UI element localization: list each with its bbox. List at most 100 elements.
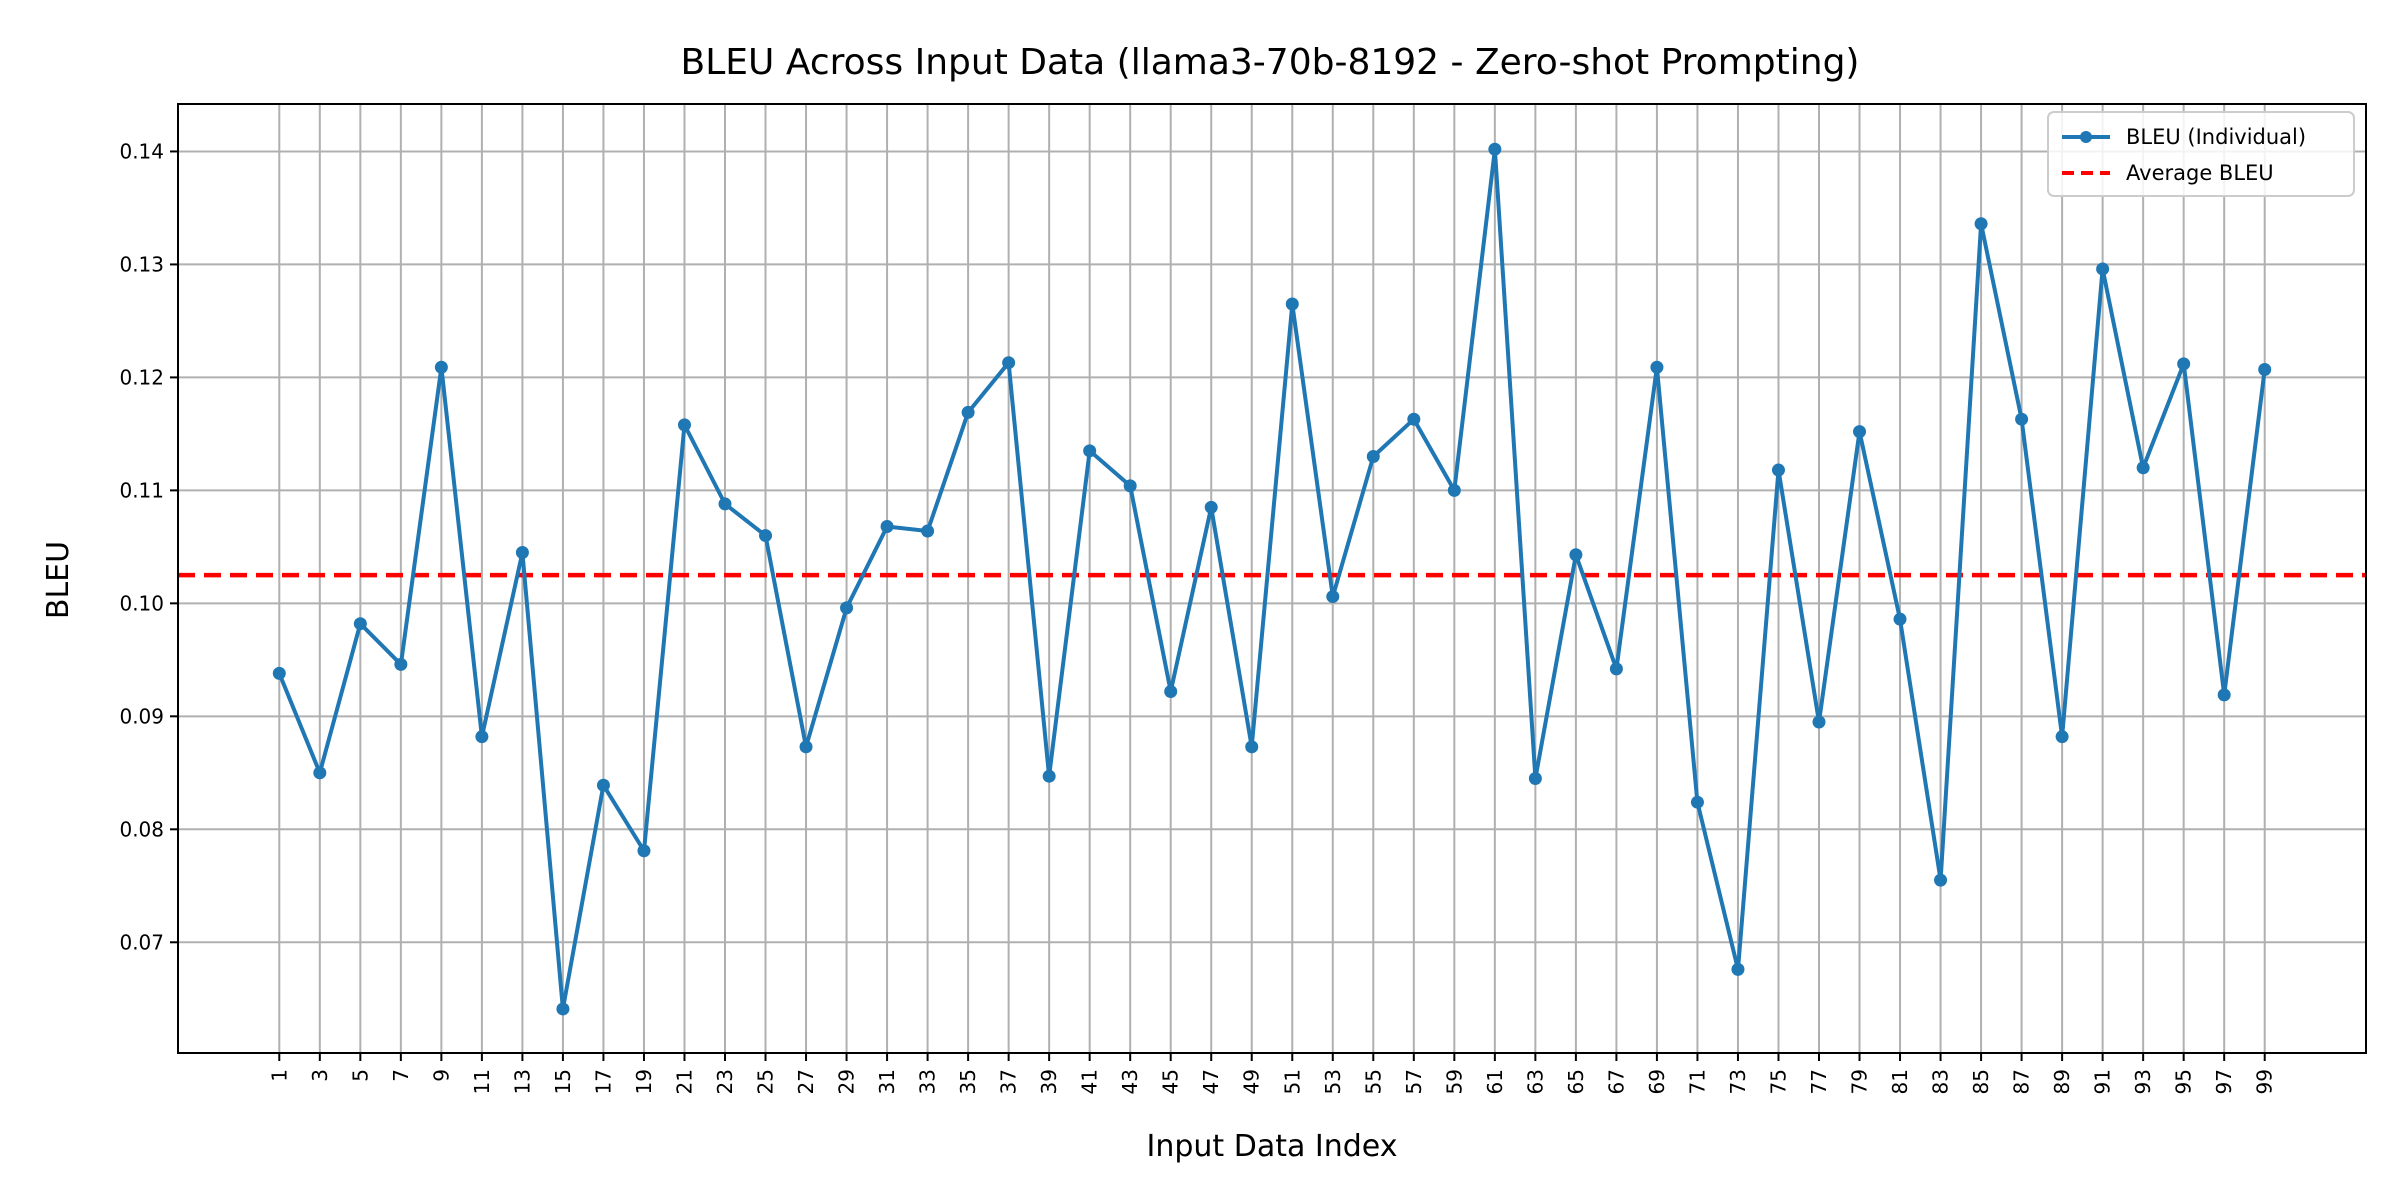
x-tick-label: 29 xyxy=(835,1069,859,1094)
bleu-data-point xyxy=(1812,715,1826,729)
x-tick-label: 81 xyxy=(1888,1069,1912,1094)
x-tick-label: 13 xyxy=(510,1069,534,1094)
bleu-data-point xyxy=(1609,662,1623,676)
x-tick-label: 99 xyxy=(2253,1069,2277,1094)
x-tick-label: 43 xyxy=(1118,1069,1142,1094)
bleu-data-point xyxy=(1853,425,1867,439)
bleu-data-point xyxy=(1245,740,1259,754)
y-tick-label: 0.09 xyxy=(119,704,164,728)
x-axis-label: Input Data Index xyxy=(1147,1129,1398,1164)
bleu-data-point xyxy=(1731,962,1745,976)
bleu-data-point xyxy=(1002,356,1016,370)
bleu-data-point xyxy=(921,524,935,538)
x-tick-label: 67 xyxy=(1604,1069,1628,1094)
grid-lines xyxy=(178,104,2366,1053)
bleu-data-point xyxy=(759,529,773,543)
x-tick-label: 83 xyxy=(1929,1069,1953,1094)
x-tick-label: 97 xyxy=(2212,1069,2236,1094)
bleu-data-point xyxy=(1650,360,1664,374)
y-tick-label: 0.10 xyxy=(119,591,164,615)
x-tick-label: 21 xyxy=(672,1069,696,1094)
bleu-data-point xyxy=(637,844,651,858)
x-tick-label: 1 xyxy=(267,1069,291,1082)
legend-label-individual: BLEU (Individual) xyxy=(2126,125,2306,149)
bleu-data-point xyxy=(677,418,691,432)
y-tick-label: 0.07 xyxy=(119,930,164,954)
bleu-data-point xyxy=(799,740,813,754)
bleu-data-point xyxy=(1164,684,1178,698)
bleu-data-point xyxy=(434,360,448,374)
y-tick-label: 0.14 xyxy=(119,139,164,163)
y-tick-label: 0.13 xyxy=(119,252,164,276)
bleu-data-point xyxy=(961,405,975,419)
x-tick-label: 95 xyxy=(2172,1069,2196,1094)
bleu-data-point xyxy=(272,666,286,680)
bleu-data-point xyxy=(1528,771,1542,785)
bleu-data-point xyxy=(1974,217,1988,231)
x-tick-label: 15 xyxy=(551,1069,575,1094)
x-tick-label: 23 xyxy=(713,1069,737,1094)
x-tick-label: 85 xyxy=(1969,1069,1993,1094)
legend-label-average: Average BLEU xyxy=(2126,161,2274,185)
bleu-data-point xyxy=(1407,412,1421,426)
x-tick-label: 69 xyxy=(1645,1069,1669,1094)
bleu-data-point xyxy=(1934,873,1948,887)
x-tick-label: 49 xyxy=(1240,1069,1264,1094)
x-tick-label: 37 xyxy=(997,1069,1021,1094)
x-tick-label: 45 xyxy=(1159,1069,1183,1094)
x-tick-label: 61 xyxy=(1483,1069,1507,1094)
x-tick-label: 79 xyxy=(1848,1069,1872,1094)
bleu-data-point xyxy=(515,546,529,560)
bleu-data-point xyxy=(556,1002,570,1016)
x-tick-label: 87 xyxy=(2010,1069,2034,1094)
x-tick-label: 17 xyxy=(591,1069,615,1094)
bleu-data-point xyxy=(2055,730,2069,744)
y-tick-label: 0.08 xyxy=(119,817,164,841)
bleu-data-point xyxy=(353,617,367,631)
x-tick-label: 3 xyxy=(308,1069,332,1082)
legend: BLEU (Individual) Average BLEU xyxy=(2047,111,2355,197)
x-tick-label: 25 xyxy=(754,1069,778,1094)
bleu-data-point xyxy=(1690,795,1704,809)
bleu-data-point xyxy=(1366,449,1380,463)
bleu-data-point xyxy=(2096,262,2110,276)
y-tick-label: 0.12 xyxy=(119,365,164,389)
bleu-data-point xyxy=(1326,590,1340,604)
bleu-data-point xyxy=(840,601,854,615)
bleu-data-point xyxy=(1083,444,1097,458)
x-tick-label: 89 xyxy=(2050,1069,2074,1094)
bleu-data-point xyxy=(596,778,610,792)
bleu-data-point xyxy=(2015,412,2029,426)
x-tick-label: 53 xyxy=(1321,1069,1345,1094)
bleu-data-point xyxy=(1893,612,1907,626)
x-tick-label: 41 xyxy=(1078,1069,1102,1094)
x-tick-label: 65 xyxy=(1564,1069,1588,1094)
bleu-data-point xyxy=(2258,362,2272,376)
x-axis-ticks: 1 3 5 7 9 11 13 15 17 19 21 23 25 27 29 31 33 35 37 39 41 43 4… xyxy=(267,1053,2277,1094)
bleu-data-point xyxy=(2136,461,2150,475)
y-tick-label: 0.11 xyxy=(119,478,164,502)
chart-title: BLEU Across Input Data (llama3-70b-8192 … xyxy=(681,42,1860,83)
bleu-data-point xyxy=(880,520,894,534)
legend-marker-individual xyxy=(2080,131,2092,143)
x-tick-label: 47 xyxy=(1199,1069,1223,1094)
bleu-data-point xyxy=(2217,688,2231,702)
x-tick-label: 27 xyxy=(794,1069,818,1094)
bleu-individual-line xyxy=(277,147,2267,1011)
y-axis-ticks: 0.07 0.08 0.09 0.10 0.11 0.12 0.13 0.14 xyxy=(119,139,178,954)
x-tick-label: 59 xyxy=(1442,1069,1466,1094)
x-tick-label: 5 xyxy=(348,1069,372,1082)
bleu-data-point xyxy=(718,497,732,511)
x-tick-label: 31 xyxy=(875,1069,899,1094)
plot-frame xyxy=(177,103,2367,1054)
bleu-data-point xyxy=(394,657,408,671)
x-tick-label: 9 xyxy=(429,1069,453,1082)
bleu-data-point xyxy=(475,730,489,744)
bleu-data-point xyxy=(1285,297,1299,311)
bleu-data-point xyxy=(1447,483,1461,497)
x-tick-label: 11 xyxy=(470,1069,494,1094)
x-tick-label: 39 xyxy=(1037,1069,1061,1094)
series-layer xyxy=(272,142,2272,1016)
